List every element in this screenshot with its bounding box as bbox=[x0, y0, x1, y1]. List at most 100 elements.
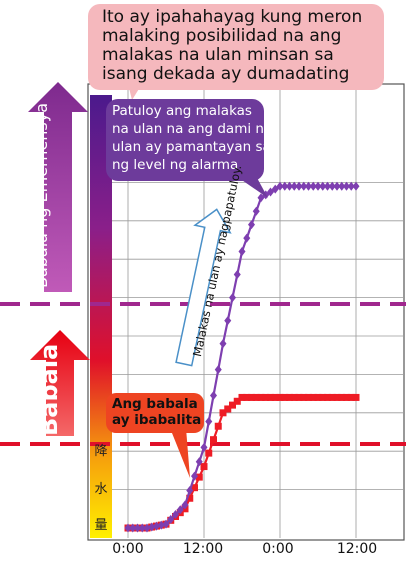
series-point-diamond bbox=[219, 339, 227, 349]
series-point-diamond bbox=[157, 520, 165, 530]
series-point-diamond bbox=[181, 500, 189, 510]
series-point-square bbox=[257, 393, 265, 401]
series-point-diamond bbox=[347, 181, 355, 191]
emergency-arrow-label: Babala ng Emerhensya bbox=[32, 102, 51, 288]
series-point-diamond bbox=[243, 233, 251, 243]
series-point-diamond bbox=[124, 523, 132, 533]
series-point-diamond bbox=[214, 365, 222, 375]
series-point-square bbox=[328, 393, 336, 401]
rise-arrow bbox=[175, 208, 232, 367]
series-point-square bbox=[248, 393, 255, 401]
red-callout-line: ay ibabalita bbox=[112, 412, 202, 428]
series-point-diamond bbox=[319, 181, 327, 191]
series-point-diamond bbox=[314, 181, 322, 191]
warning-arrow-label: Babala bbox=[35, 343, 63, 436]
series-point-diamond bbox=[129, 523, 137, 533]
series-point-square bbox=[186, 494, 194, 502]
emergency-arrow bbox=[28, 82, 88, 292]
top-note-line: Ito ay ipahahayag kung meron bbox=[102, 7, 363, 27]
series-point-diamond bbox=[328, 181, 336, 191]
top-note: Ito ay ipahahayag kung meron malaking po… bbox=[88, 4, 384, 90]
series-point-diamond bbox=[333, 181, 341, 191]
top-note-line: malakas na ulan minsan sa bbox=[102, 45, 334, 65]
series-point-diamond bbox=[305, 181, 312, 191]
series-point-diamond bbox=[205, 416, 213, 426]
rainfall-color-bar bbox=[90, 95, 112, 538]
series-point-diamond bbox=[200, 442, 208, 452]
series-point-square bbox=[191, 484, 198, 492]
series-point-diamond bbox=[276, 181, 284, 191]
series-point-diamond bbox=[343, 181, 350, 191]
series-point-diamond bbox=[252, 206, 260, 216]
series-point-diamond bbox=[167, 514, 175, 524]
series-point-square bbox=[205, 449, 213, 457]
purple-callout bbox=[106, 99, 268, 198]
series-point-square bbox=[343, 393, 350, 401]
purple-callout-line: na ulan na ang dami ng bbox=[112, 121, 273, 137]
series-point-diamond bbox=[195, 457, 203, 467]
series-point-diamond bbox=[300, 181, 308, 191]
series-point-square bbox=[224, 405, 232, 413]
series-point-square bbox=[238, 393, 246, 401]
series-layer bbox=[124, 181, 360, 533]
series-point-square bbox=[195, 473, 203, 481]
series-point-diamond bbox=[238, 247, 246, 257]
series-point-square bbox=[219, 409, 227, 417]
series-point-square bbox=[200, 463, 208, 471]
color-bar-char: 降 bbox=[94, 444, 108, 459]
color-bar-char: 量 bbox=[94, 518, 108, 533]
series-point-diamond bbox=[134, 523, 141, 533]
series-point-diamond bbox=[172, 510, 179, 520]
series-point-diamond bbox=[248, 220, 255, 230]
series-point-square bbox=[243, 393, 251, 401]
purple-callout-line: ulan ay pamantayan sa bbox=[112, 139, 271, 155]
series-point-square bbox=[314, 393, 322, 401]
purple-callout-text: Patuloy ang malakas na ulan na ang dami … bbox=[112, 102, 273, 174]
series-point-diamond bbox=[309, 181, 317, 191]
color-bar-char: 水 bbox=[94, 482, 108, 497]
series-point-square bbox=[252, 393, 260, 401]
series-point-square bbox=[276, 393, 284, 401]
series-point-diamond bbox=[176, 505, 184, 515]
series-point-diamond bbox=[143, 523, 151, 533]
series-point-diamond bbox=[286, 181, 293, 191]
series-point-square bbox=[300, 393, 308, 401]
series-point-square bbox=[281, 393, 289, 401]
x-tick-label: 0:00 bbox=[112, 541, 144, 557]
series-point-diamond bbox=[153, 521, 160, 531]
series-point-square bbox=[271, 393, 279, 401]
series-point-square bbox=[210, 436, 217, 444]
series-point-square bbox=[214, 422, 222, 430]
series-point-diamond bbox=[191, 471, 198, 481]
x-tick-label: 0:00 bbox=[262, 541, 294, 557]
series-point-diamond bbox=[295, 181, 303, 191]
series-point-diamond bbox=[352, 181, 360, 191]
series-point-diamond bbox=[138, 523, 146, 533]
series-point-diamond bbox=[229, 293, 236, 303]
red-callout-line: Ang babala bbox=[112, 396, 198, 412]
series-point-diamond bbox=[281, 181, 289, 191]
series-point-square bbox=[352, 393, 360, 401]
red-callout bbox=[106, 393, 204, 478]
series-point-square bbox=[262, 393, 270, 401]
top-note-line: malaking posibilidad na ang bbox=[102, 26, 342, 46]
series-point-square bbox=[286, 393, 293, 401]
series-point-diamond bbox=[233, 270, 241, 280]
series-point-square bbox=[229, 401, 236, 409]
series-point-square bbox=[295, 393, 303, 401]
series-point-diamond bbox=[162, 519, 170, 529]
series-point-square bbox=[267, 393, 274, 401]
series-point-diamond bbox=[338, 181, 346, 191]
series-point-square bbox=[319, 393, 327, 401]
series-point-diamond bbox=[186, 486, 194, 496]
series-point-square bbox=[309, 393, 317, 401]
x-tick-label: 12:00 bbox=[336, 541, 378, 557]
purple-callout-line: Patuloy ang malakas bbox=[112, 103, 252, 119]
series-point-square bbox=[347, 393, 355, 401]
series-point-square bbox=[305, 393, 312, 401]
x-tick-label: 12:00 bbox=[182, 541, 224, 557]
red-callout-text: Ang babala ay ibabalita bbox=[112, 396, 202, 428]
purple-callout-line: ng level ng alarma bbox=[112, 157, 239, 173]
series-point-square bbox=[290, 393, 298, 401]
